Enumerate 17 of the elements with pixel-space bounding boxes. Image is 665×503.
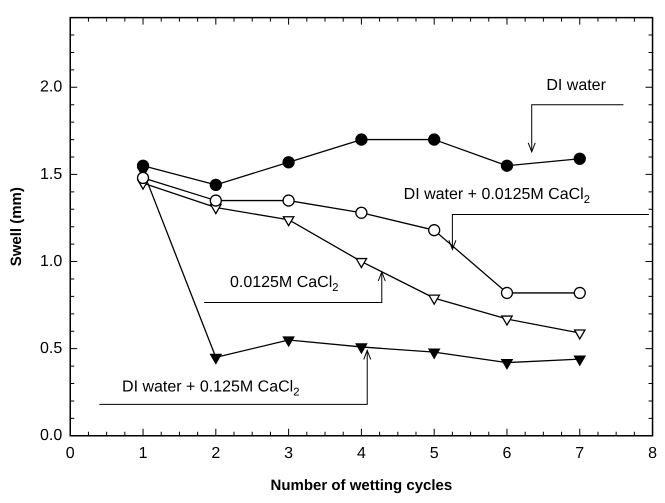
y-tick-label: 1.0 (40, 252, 62, 270)
x-tick-label: 4 (356, 444, 366, 462)
y-tick-label: 0.5 (40, 340, 62, 358)
x-tick-label: 0 (66, 444, 75, 462)
x-tick-label: 7 (575, 444, 584, 462)
y-tick-label: 0.0 (40, 427, 62, 444)
y-axis-title: Swell (mm) (8, 187, 26, 266)
y-tick-label: 1.5 (40, 166, 62, 183)
x-tick-label: 2 (211, 444, 220, 462)
x-tick-label: 1 (138, 444, 148, 462)
x-tick-label: 3 (284, 444, 294, 462)
text: DI water (546, 76, 607, 94)
x-tick-label: 6 (502, 444, 512, 462)
x-tick-label: 5 (430, 444, 439, 462)
x-axis-title: Number of wetting cycles (270, 477, 452, 494)
y-tick-label: 2.0 (40, 78, 62, 96)
x-tick-label: 8 (648, 444, 658, 462)
